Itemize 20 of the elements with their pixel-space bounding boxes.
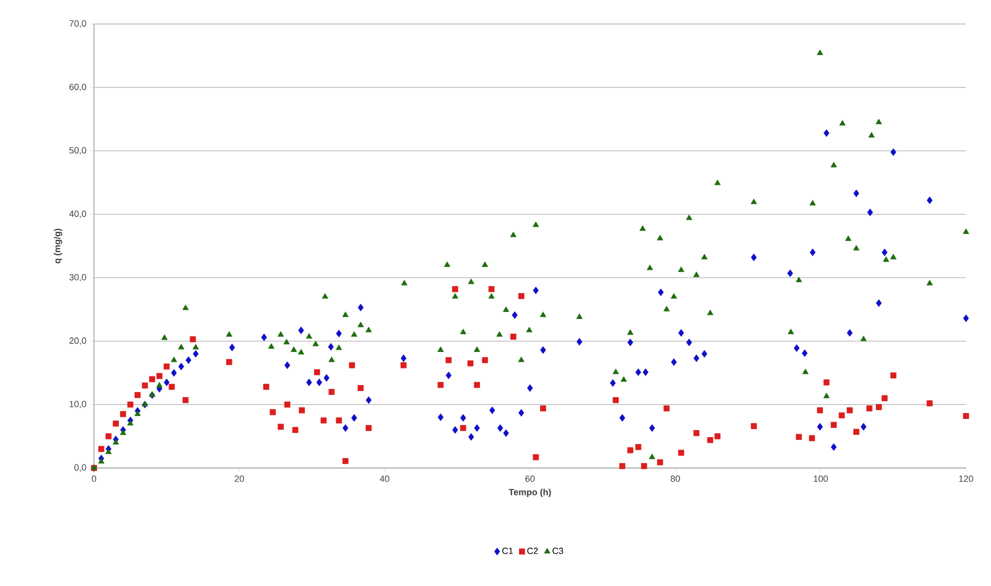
legend-label: C3: [552, 548, 564, 554]
x-tick-label: 20: [234, 476, 244, 482]
y-tick-label: 20,0: [69, 337, 86, 345]
legend-label: C1: [502, 548, 513, 554]
y-tick-label: 60,0: [69, 84, 86, 92]
y-tick-label: 40,0: [69, 210, 86, 218]
legend-label: C2: [527, 548, 538, 554]
x-axis-title: Tempo (h): [508, 488, 551, 498]
y-tick-label: 0,0: [74, 464, 86, 472]
x-tick-label: 40: [380, 476, 390, 482]
x-tick-label: 100: [814, 476, 828, 482]
y-axis-title: q (mg/g): [54, 228, 62, 264]
x-tick-label: 120: [959, 476, 974, 482]
x-tick-label: 0: [92, 476, 96, 482]
x-tick-label: 60: [525, 476, 535, 482]
x-tick-label: 80: [670, 476, 680, 482]
y-tick-label: 30,0: [69, 274, 86, 282]
y-tick-label: 70,0: [69, 20, 86, 28]
y-tick-label: 10,0: [70, 400, 86, 408]
y-tick-label: 50,0: [69, 147, 86, 155]
